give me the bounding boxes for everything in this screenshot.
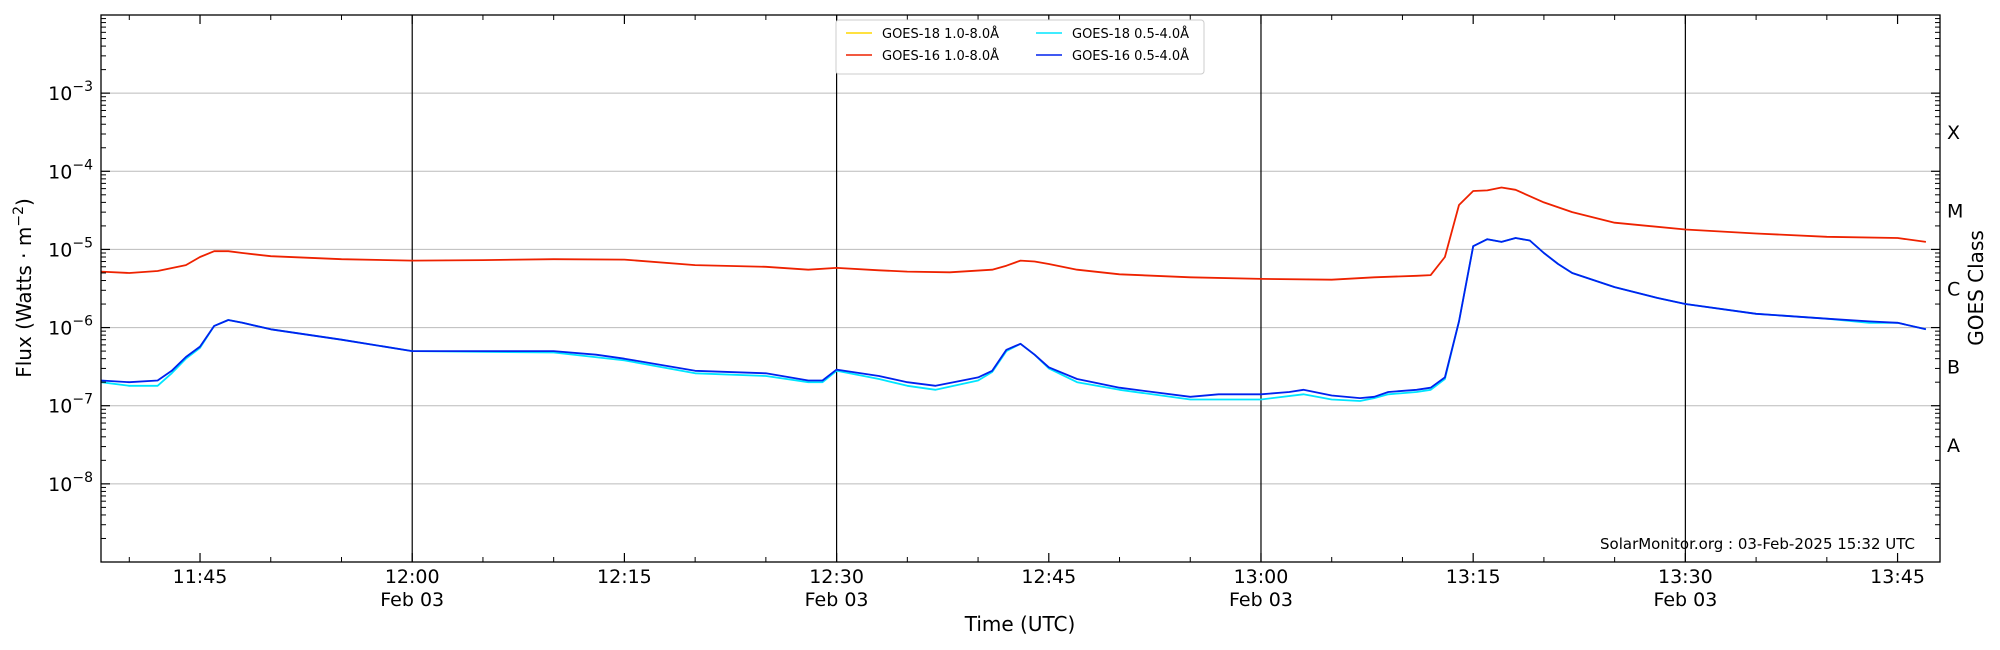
x-tick-label: 11:45 [173, 566, 228, 588]
series-line-3 [101, 237, 1927, 400]
goes-class-label-m: M [1947, 200, 1963, 222]
y-axis-ticks: 10−810−710−610−510−410−3 [48, 18, 1940, 539]
y-axis-label-close: ) [12, 198, 36, 206]
x-tick-label: 13:30 [1658, 566, 1713, 588]
legend: GOES-18 1.0-8.0Å GOES-18 0.5-4.0Å GOES-16 … [835, 19, 1205, 75]
y-tick-label: 10−8 [48, 470, 93, 496]
y-axis-label-sup: −2 [11, 206, 27, 227]
x-tick-label: 12:45 [1021, 566, 1076, 588]
credit-text: SolarMonitor.org : 03-Feb-2025 15:32 UTC [1600, 535, 1915, 553]
x-tick-date-label: Feb 03 [1653, 589, 1717, 611]
goes-class-axis-label: GOES Class [1964, 230, 1988, 346]
y-tick-exponent: −5 [72, 235, 93, 251]
legend-entry-label: GOES-16 1.0-8.0Å [882, 48, 999, 64]
plot-frame [100, 14, 1941, 563]
legend-entry-label: GOES-16 0.5-4.0Å [1072, 48, 1189, 64]
series-line-2 [101, 186, 1927, 281]
goes-class-label-a: A [1947, 435, 1960, 457]
goes-class-label-b: B [1947, 357, 1960, 379]
y-tick-base: 10 [48, 239, 72, 261]
y-tick-label: 10−5 [48, 235, 93, 261]
x-tick-label: 13:00 [1234, 566, 1289, 588]
y-tick-base: 10 [48, 474, 72, 496]
y-axis-label-base: Flux (Watts · m [12, 227, 36, 378]
x-tick-label: 13:45 [1870, 566, 1925, 588]
day-marker-lines [411, 15, 1686, 562]
goes-class-labels: A B C M X [1947, 122, 1963, 457]
y-gridlines [101, 92, 1940, 485]
y-tick-base: 10 [48, 396, 72, 418]
x-tick-date-label: Feb 03 [380, 589, 444, 611]
x-tick-label: 12:15 [597, 566, 652, 588]
legend-box [835, 19, 1205, 75]
y-axis-label: Flux (Watts · m−2) [11, 198, 36, 378]
legend-entry-label: GOES-18 0.5-4.0Å [1072, 26, 1189, 42]
y-tick-exponent: −3 [72, 79, 93, 95]
y-tick-base: 10 [48, 83, 72, 105]
x-tick-label: 12:30 [809, 566, 864, 588]
goes-class-label-x: X [1947, 122, 1960, 144]
y-tick-exponent: −8 [72, 470, 93, 486]
y-tick-base: 10 [48, 318, 72, 340]
goes-class-label-c: C [1947, 279, 1960, 301]
x-axis-label: Time (UTC) [964, 612, 1076, 636]
y-tick-label: 10−3 [48, 79, 93, 105]
x-tick-date-label: Feb 03 [1229, 589, 1293, 611]
series-lines [101, 186, 1927, 402]
y-tick-exponent: −6 [72, 314, 93, 330]
y-tick-label: 10−4 [48, 157, 93, 183]
legend-entry-label: GOES-18 1.0-8.0Å [882, 26, 999, 42]
y-tick-base: 10 [48, 161, 72, 183]
y-tick-label: 10−6 [48, 314, 93, 340]
x-tick-label: 13:15 [1446, 566, 1501, 588]
y-tick-exponent: −4 [72, 157, 93, 173]
x-tick-label: 12:00 [385, 566, 440, 588]
x-tick-date-label: Feb 03 [805, 589, 869, 611]
y-tick-label: 10−7 [48, 392, 93, 418]
y-tick-exponent: −7 [72, 392, 93, 408]
